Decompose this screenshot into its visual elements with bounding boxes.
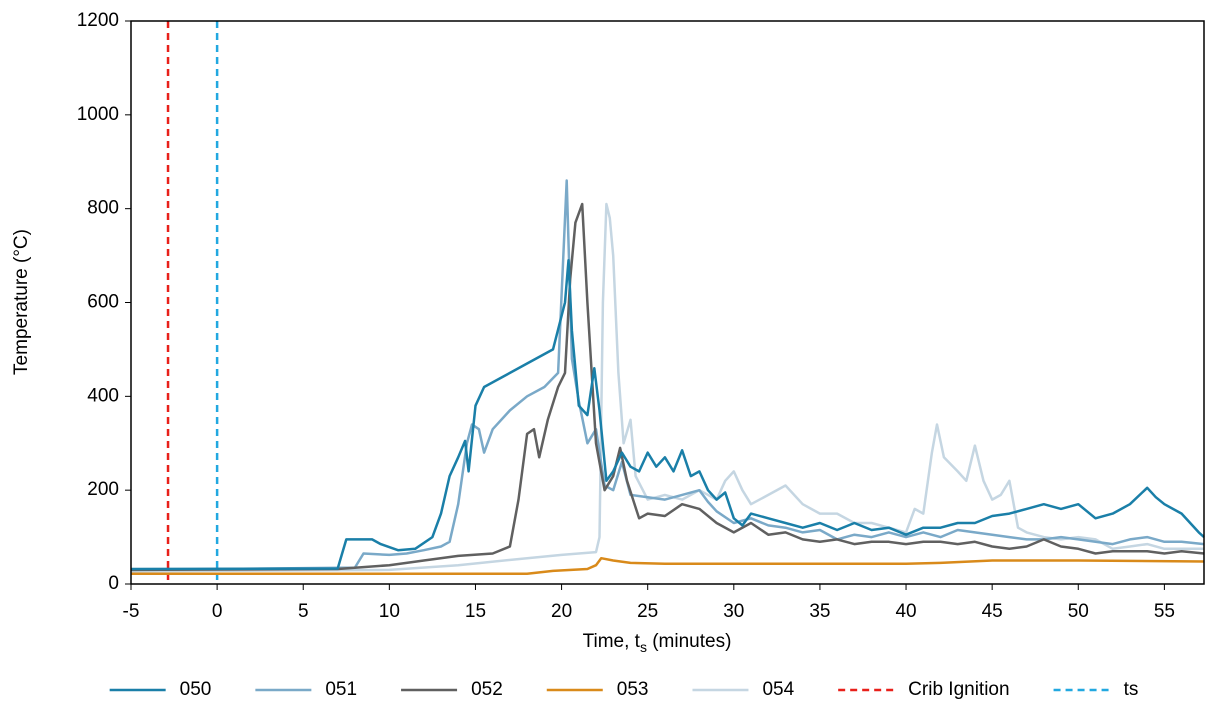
series-line bbox=[130, 259, 1205, 571]
legend-label: 052 bbox=[471, 679, 503, 700]
y-tick-label: 1200 bbox=[77, 10, 119, 31]
series-line bbox=[130, 202, 1205, 572]
legend-label: 051 bbox=[325, 679, 357, 700]
x-tick-label: 5 bbox=[298, 601, 309, 622]
legend-label: ts bbox=[1124, 679, 1139, 700]
x-tick-label: 10 bbox=[379, 601, 400, 622]
x-tick-label: 20 bbox=[551, 601, 572, 622]
x-tick-label: 40 bbox=[895, 601, 916, 622]
series-line bbox=[130, 179, 1205, 572]
legend-label: 054 bbox=[762, 679, 794, 700]
x-tick-label: 25 bbox=[637, 601, 658, 622]
x-tick-label: 50 bbox=[1068, 601, 1089, 622]
x-label-part: (minutes) bbox=[647, 631, 731, 652]
x-tick-label: -5 bbox=[123, 601, 140, 622]
x-tick-label: 0 bbox=[212, 601, 223, 622]
y-tick-label: 200 bbox=[87, 479, 119, 500]
legend-label: Crib Ignition bbox=[908, 679, 1009, 700]
series-line bbox=[131, 556, 1205, 575]
x-tick-label: 15 bbox=[465, 601, 486, 622]
x-tick-label: 55 bbox=[1154, 601, 1175, 622]
x-axis-label: Time, ts (minutes) bbox=[583, 631, 732, 655]
x-tick-label: 30 bbox=[723, 601, 744, 622]
legend-label: 050 bbox=[180, 679, 212, 700]
series-line bbox=[130, 202, 1204, 573]
y-axis-label: Temperature (°C) bbox=[11, 229, 32, 375]
y-tick-label: 400 bbox=[87, 385, 119, 406]
y-tick-label: 1000 bbox=[77, 104, 119, 125]
y-tick-label: 800 bbox=[87, 198, 119, 219]
legend-label: 053 bbox=[617, 679, 649, 700]
y-tick-label: 0 bbox=[108, 573, 119, 594]
plot-frame bbox=[130, 20, 1205, 585]
x-label-part: Time, t bbox=[583, 631, 641, 652]
x-tick-label: 35 bbox=[809, 601, 830, 622]
x-label-subscript: s bbox=[640, 639, 647, 655]
y-tick-label: 600 bbox=[87, 292, 119, 313]
x-tick-label: 45 bbox=[982, 601, 1003, 622]
